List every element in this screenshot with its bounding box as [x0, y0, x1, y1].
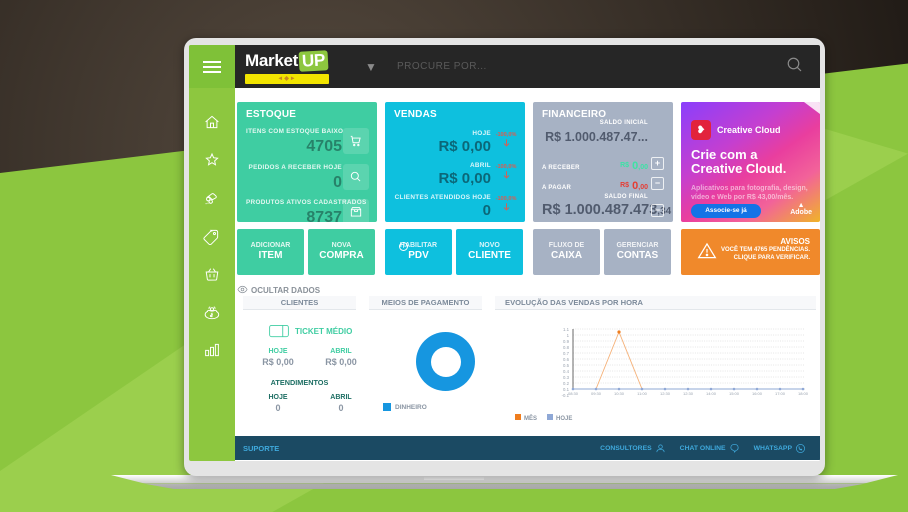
svg-text:17:00: 17:00: [775, 391, 786, 396]
svg-text:1.1: 1.1: [563, 327, 570, 332]
svg-text:12:30: 12:30: [660, 391, 671, 396]
svg-text:0.2: 0.2: [563, 381, 570, 386]
svg-text:18:00: 18:00: [798, 391, 809, 396]
svg-text:16:00: 16:00: [752, 391, 763, 396]
svg-text:0.8: 0.8: [563, 345, 570, 350]
svg-text:0.5: 0.5: [563, 363, 570, 368]
svg-text:10:30: 10:30: [614, 391, 625, 396]
svg-text:09:30: 09:30: [591, 391, 602, 396]
svg-text:14:00: 14:00: [706, 391, 717, 396]
svg-text:11:00: 11:00: [637, 391, 647, 396]
svg-text:12:30: 12:30: [683, 391, 694, 396]
svg-text:0.4: 0.4: [563, 369, 570, 374]
svg-text:0.9: 0.9: [563, 339, 570, 344]
svg-text:0.7: 0.7: [563, 351, 570, 356]
svg-text:0.3: 0.3: [563, 375, 570, 380]
svg-text:0.6: 0.6: [563, 357, 570, 362]
svg-text:15:00: 15:00: [729, 391, 740, 396]
svg-text:1: 1: [567, 333, 570, 338]
svg-text:08:30: 08:30: [568, 391, 579, 396]
